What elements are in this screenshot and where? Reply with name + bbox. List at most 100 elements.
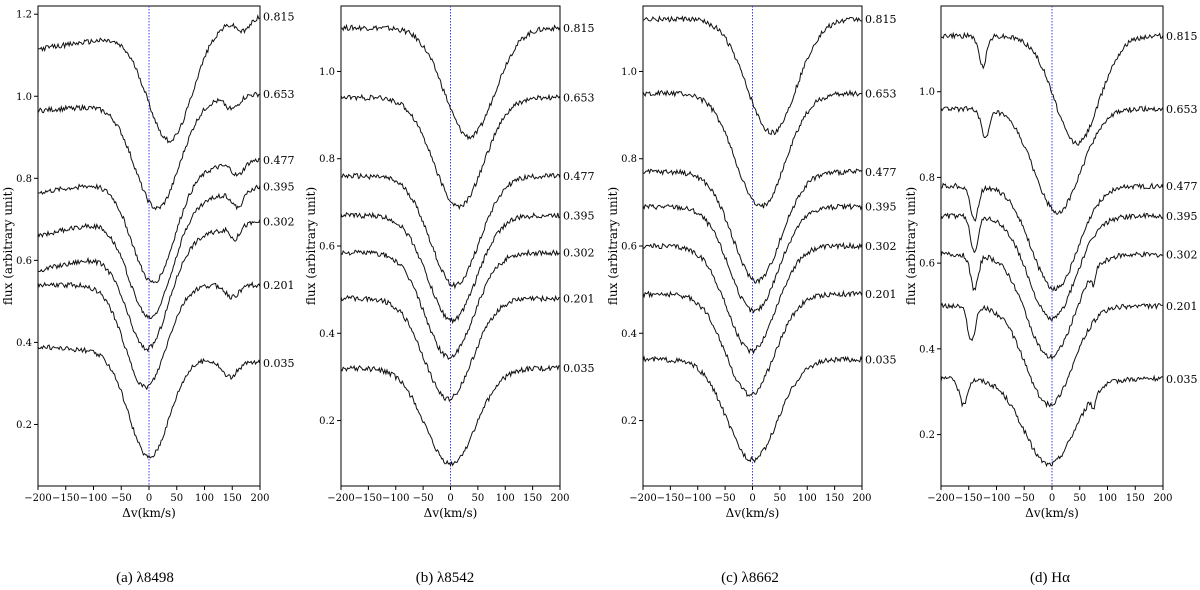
x-tick-label: −150 <box>52 493 79 504</box>
y-axis-label: flux (arbitrary unit) <box>1 187 15 305</box>
spectrum-line-0.815 <box>642 15 863 136</box>
phase-label: 0.035 <box>1166 373 1198 386</box>
x-tick-label: 0 <box>447 493 453 504</box>
x-tick-label: 100 <box>496 493 515 504</box>
spectrum-line-0.477 <box>940 182 1164 292</box>
x-tick-label: −50 <box>413 493 434 504</box>
x-tick-label: 100 <box>1098 493 1117 504</box>
spectrum-line-0.815 <box>940 31 1164 146</box>
x-axis-label: Δv(km/s) <box>1025 506 1079 520</box>
x-tick-label: 0 <box>146 493 152 504</box>
x-tick-label: −200 <box>629 493 656 504</box>
x-tick-label: −150 <box>657 493 684 504</box>
x-tick-label: −150 <box>955 493 982 504</box>
phase-label: 0.653 <box>563 92 595 105</box>
x-tick-label: −200 <box>927 493 954 504</box>
x-tick-label: −50 <box>111 493 132 504</box>
x-tick-label: 150 <box>223 493 242 504</box>
spectrum-line-0.395 <box>642 202 863 314</box>
phase-label: 0.302 <box>263 215 295 228</box>
spectrum-line-0.815 <box>37 14 261 144</box>
x-tick-label: −100 <box>983 493 1010 504</box>
panel-2: −200 −150 −100 −50 0 50 100 150 2000.20.40.60.81… <box>304 5 595 586</box>
phase-label: 0.653 <box>865 87 897 100</box>
y-tick-label: 0.2 <box>621 416 637 427</box>
phase-label: 0.815 <box>865 13 897 26</box>
y-tick-label: 1.0 <box>16 92 32 103</box>
x-axis-label: Δv(km/s) <box>424 506 478 520</box>
y-tick-label: 0.6 <box>919 259 935 270</box>
spectrum-line-0.035 <box>340 364 561 467</box>
x-tick-label: 150 <box>523 493 542 504</box>
y-tick-label: 0.4 <box>621 329 637 340</box>
x-tick-label: 150 <box>825 493 844 504</box>
phase-label: 0.815 <box>1166 30 1198 43</box>
x-tick-label: 0 <box>1049 493 1055 504</box>
x-tick-label: −150 <box>355 493 382 504</box>
phase-label: 0.395 <box>563 209 595 222</box>
y-tick-label: 0.2 <box>16 420 32 431</box>
phase-label: 0.035 <box>865 353 897 366</box>
phase-label: 0.477 <box>1166 180 1198 193</box>
x-tick-label: 200 <box>852 493 871 504</box>
panel-4: −200 −150 −100 −50 0 50 100 150 2000.20.40.60.81… <box>904 5 1198 586</box>
spectrum-line-0.302 <box>940 250 1164 361</box>
x-tick-label: −100 <box>382 493 409 504</box>
x-tick-label: −50 <box>1014 493 1035 504</box>
y-tick-label: 0.6 <box>16 256 32 267</box>
spectrum-line-0.653 <box>37 91 261 211</box>
phase-label: 0.302 <box>865 240 897 253</box>
subfigure-caption: (a) λ8498 <box>116 570 174 586</box>
spectrum-line-0.302 <box>37 219 261 353</box>
x-tick-label: −200 <box>327 493 354 504</box>
spectrum-line-0.653 <box>642 89 863 209</box>
x-tick-label: 150 <box>1126 493 1145 504</box>
y-tick-label: 1.0 <box>319 67 335 78</box>
phase-label: 0.201 <box>263 279 295 292</box>
x-tick-label: 200 <box>250 493 269 504</box>
spectrum-line-0.035 <box>37 344 261 459</box>
phase-label: 0.035 <box>563 362 595 375</box>
y-axis-label: flux (arbitrary unit) <box>904 187 918 305</box>
spectrum-line-0.035 <box>642 355 863 464</box>
y-tick-label: 0.8 <box>919 173 935 184</box>
y-tick-label: 1.0 <box>919 87 935 98</box>
x-axis-label: Δv(km/s) <box>122 506 176 520</box>
phase-label: 0.201 <box>563 292 595 305</box>
y-tick-label: 0.8 <box>16 174 32 185</box>
spectrum-line-0.201 <box>940 302 1163 409</box>
spectrum-line-0.201 <box>340 294 561 403</box>
spectrum-line-0.201 <box>642 289 863 397</box>
phase-label: 0.815 <box>563 22 595 35</box>
phase-label: 0.035 <box>263 357 295 370</box>
y-tick-label: 0.4 <box>919 344 935 355</box>
x-tick-label: 50 <box>774 493 787 504</box>
phase-label: 0.395 <box>1166 210 1198 223</box>
panel-3: −200 −150 −100 −50 0 50 100 150 2000.20.40.60.81… <box>606 5 897 586</box>
subfigure-caption: (b) λ8542 <box>416 570 475 586</box>
spectrum-line-0.302 <box>340 248 561 360</box>
spectrum-line-0.201 <box>37 281 261 391</box>
y-tick-label: 1.0 <box>621 67 637 78</box>
panel-1: −200 −150 −100 −50 0 50 100 150 2000.20.40.60.81… <box>1 5 295 586</box>
y-tick-label: 0.4 <box>16 338 32 349</box>
phase-label: 0.302 <box>1166 249 1198 262</box>
x-tick-label: −100 <box>80 493 107 504</box>
y-tick-label: 0.8 <box>621 154 637 165</box>
phase-label: 0.201 <box>1166 300 1198 313</box>
spectrum-line-0.477 <box>37 157 261 284</box>
phase-label: 0.653 <box>263 88 295 101</box>
x-tick-label: 100 <box>195 493 214 504</box>
y-tick-label: 0.6 <box>319 242 335 253</box>
subfigure-caption: (d) Hα <box>1030 570 1070 586</box>
spectrum-line-0.653 <box>340 93 561 211</box>
y-tick-label: 1.2 <box>16 10 32 21</box>
spectrum-line-0.477 <box>642 168 863 285</box>
spectrum-line-0.477 <box>340 172 561 290</box>
x-tick-label: −50 <box>715 493 736 504</box>
spectrum-line-0.395 <box>940 212 1164 322</box>
phase-label: 0.302 <box>563 247 595 260</box>
phase-label: 0.815 <box>263 10 295 23</box>
x-tick-label: 50 <box>1073 493 1086 504</box>
x-tick-label: 200 <box>550 493 569 504</box>
